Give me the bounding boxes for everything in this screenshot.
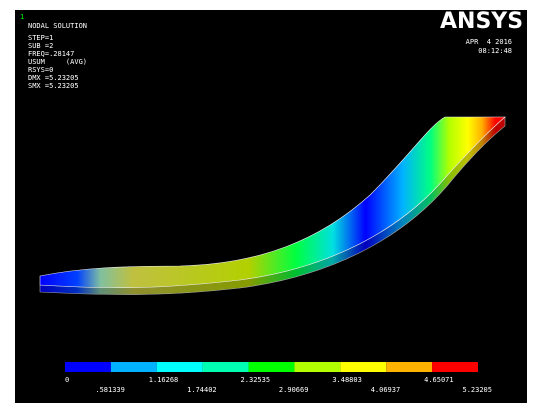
legend-label: 4.06937 xyxy=(371,386,401,394)
info-line: FREQ=.28147 xyxy=(28,50,74,58)
legend-swatch xyxy=(386,362,432,372)
legend-swatch xyxy=(203,362,249,372)
title: NODAL SOLUTION xyxy=(28,22,87,30)
legend-label: .581339 xyxy=(95,386,125,394)
info-line: USUM (AVG) xyxy=(28,58,87,66)
legend-label: 1.16268 xyxy=(149,376,179,384)
date: APR 4 2016 xyxy=(466,38,512,46)
legend-label: 2.90669 xyxy=(279,386,309,394)
legend-label: 1.74402 xyxy=(187,386,217,394)
legend-swatch xyxy=(294,362,340,372)
info-line: RSYS=0 xyxy=(28,66,53,74)
legend-label: 4.65071 xyxy=(424,376,454,384)
info-line: STEP=1 xyxy=(28,34,53,42)
legend-label: 0 xyxy=(65,376,69,384)
legend-swatch xyxy=(157,362,203,372)
legend-label: 5.23205 xyxy=(462,386,492,394)
legend-swatch xyxy=(340,362,386,372)
legend-swatch xyxy=(65,362,111,372)
info-line: SMX =5.23205 xyxy=(28,82,79,90)
legend-label: 3.48803 xyxy=(332,376,362,384)
info-line: SUB =2 xyxy=(28,42,53,50)
time: 08:12:48 xyxy=(478,47,512,55)
logo: ANSYS xyxy=(440,9,523,34)
viewport xyxy=(15,10,527,403)
screen: 1 NODAL SOLUTION STEP=1SUB =2FREQ=.28147… xyxy=(0,0,540,416)
legend-swatch xyxy=(111,362,157,372)
info-line: DMX =5.23205 xyxy=(28,74,79,82)
legend-label: 2.32535 xyxy=(241,376,271,384)
window-number: 1 xyxy=(20,13,24,21)
legend-swatch xyxy=(249,362,295,372)
legend-swatch xyxy=(432,362,478,372)
